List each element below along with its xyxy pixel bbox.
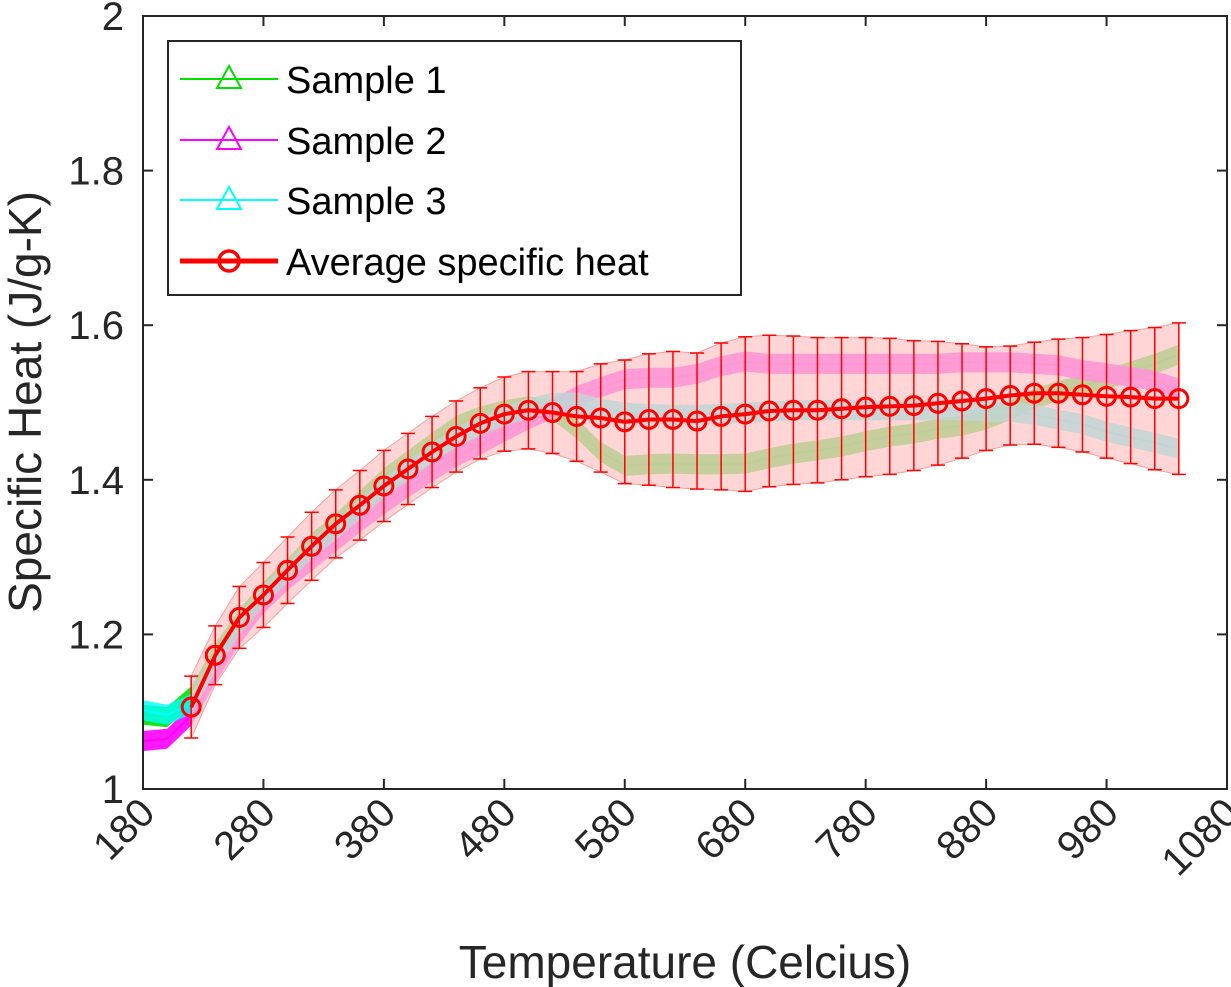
average-point [445,426,467,448]
legend-entry-average-specific-heat: Average specific heat [180,242,649,284]
x-axis-title: Temperature (Celcius) [459,936,911,987]
average-point [252,584,274,606]
average-point [228,606,250,628]
average-point [782,399,804,421]
y-tick-label: 2 [102,0,124,39]
y-tick-label: 1.4 [68,459,124,503]
legend: Sample 1 Sample 2 Sample 3 Average specific… [167,40,742,296]
legend-entry-sample-1: Sample 1 [180,60,447,102]
triangle-marker-icon [215,184,243,210]
average-point [927,392,949,414]
average-point [325,513,347,535]
y-axis-title: Specific Heat (J/g-K) [0,191,51,613]
y-tick-label: 1.2 [68,613,124,657]
legend-entry-sample-3: Sample 3 [180,181,447,223]
average-point [277,559,299,581]
y-tick-label: 1 [102,768,124,812]
average-point [493,403,515,425]
average-point [301,535,323,557]
circle-marker-icon [217,249,241,273]
average-line [189,391,1179,708]
legend-label: Average specific heat [286,242,649,284]
average-point [710,405,732,427]
average-point [469,412,491,434]
triangle-marker-icon [215,63,243,89]
axes-box [142,15,1228,790]
legend-entry-sample-2: Sample 2 [180,121,447,163]
average-point [879,395,901,417]
average-point [590,407,612,429]
legend-label: Sample 1 [286,60,447,102]
y-tick-label: 1.8 [68,150,124,194]
average-point [855,396,877,418]
average-point [421,441,443,463]
average-point [758,400,780,422]
average-point [542,402,564,424]
average-point [999,385,1021,407]
error-bar [1171,322,1186,476]
plot-area [142,322,1190,752]
average-point [1168,388,1190,410]
average-point [180,696,202,718]
average-point [1047,382,1069,404]
average-point [566,405,588,427]
triangle-marker-icon [215,124,243,150]
average-point [1096,385,1118,407]
y-tick-label: 1.6 [68,304,124,348]
average-point [1120,386,1142,408]
average-point [397,458,419,480]
average-point [349,494,371,516]
legend-label: Sample 3 [286,181,447,223]
average-point [951,390,973,412]
average-point [1071,384,1093,406]
average-point [686,410,708,432]
average-point [638,409,660,431]
average-point [662,409,684,431]
average-point [373,475,395,497]
average-point [903,395,925,417]
average-point [1023,382,1045,404]
average-point [831,398,853,420]
average-point [1144,388,1166,410]
average-point [517,399,539,421]
legend-box [167,40,742,296]
average-point [806,399,828,421]
average-point [204,644,226,666]
average-point [975,388,997,410]
legend-label: Sample 2 [286,121,447,163]
average-point [734,403,756,425]
average-point [614,411,636,433]
